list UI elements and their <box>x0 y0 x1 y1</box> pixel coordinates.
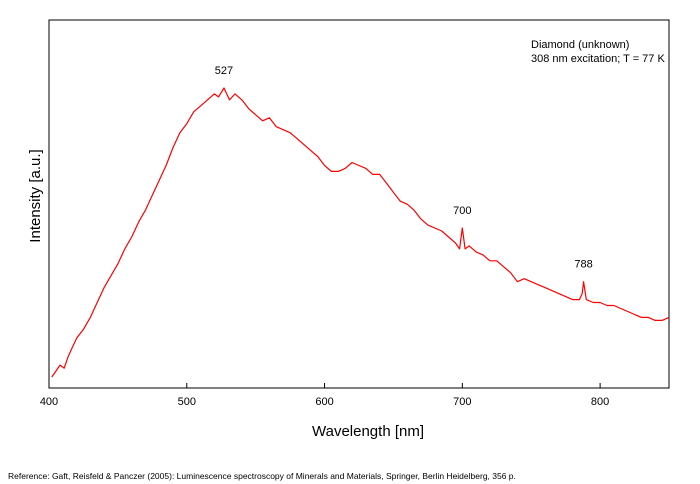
legend-line-1: Diamond (unknown) <box>531 39 629 51</box>
legend-line-2: 308 nm excitation; T = 77 K <box>531 53 665 65</box>
peak-annotations: 527 700 788 <box>215 65 593 271</box>
y-axis-label: Intensity [a.u.] <box>27 149 44 242</box>
x-tick-label: 800 <box>591 396 609 408</box>
x-tick-label: 400 <box>40 396 58 408</box>
peak-label: 700 <box>453 205 471 217</box>
plot-frame <box>48 19 670 389</box>
spectrum-line <box>51 87 670 378</box>
x-axis-ticks: 400 500 600 700 800 <box>40 383 609 408</box>
peak-label: 527 <box>215 65 233 77</box>
x-tick-label: 500 <box>178 396 196 408</box>
x-tick-label: 600 <box>315 396 333 408</box>
x-tick-label: 700 <box>453 396 471 408</box>
x-axis-label: Wavelength [nm] <box>312 423 424 440</box>
peak-label: 788 <box>574 259 592 271</box>
reference-note: Reference: Gaft, Reisfeld & Panczer (200… <box>8 471 516 481</box>
